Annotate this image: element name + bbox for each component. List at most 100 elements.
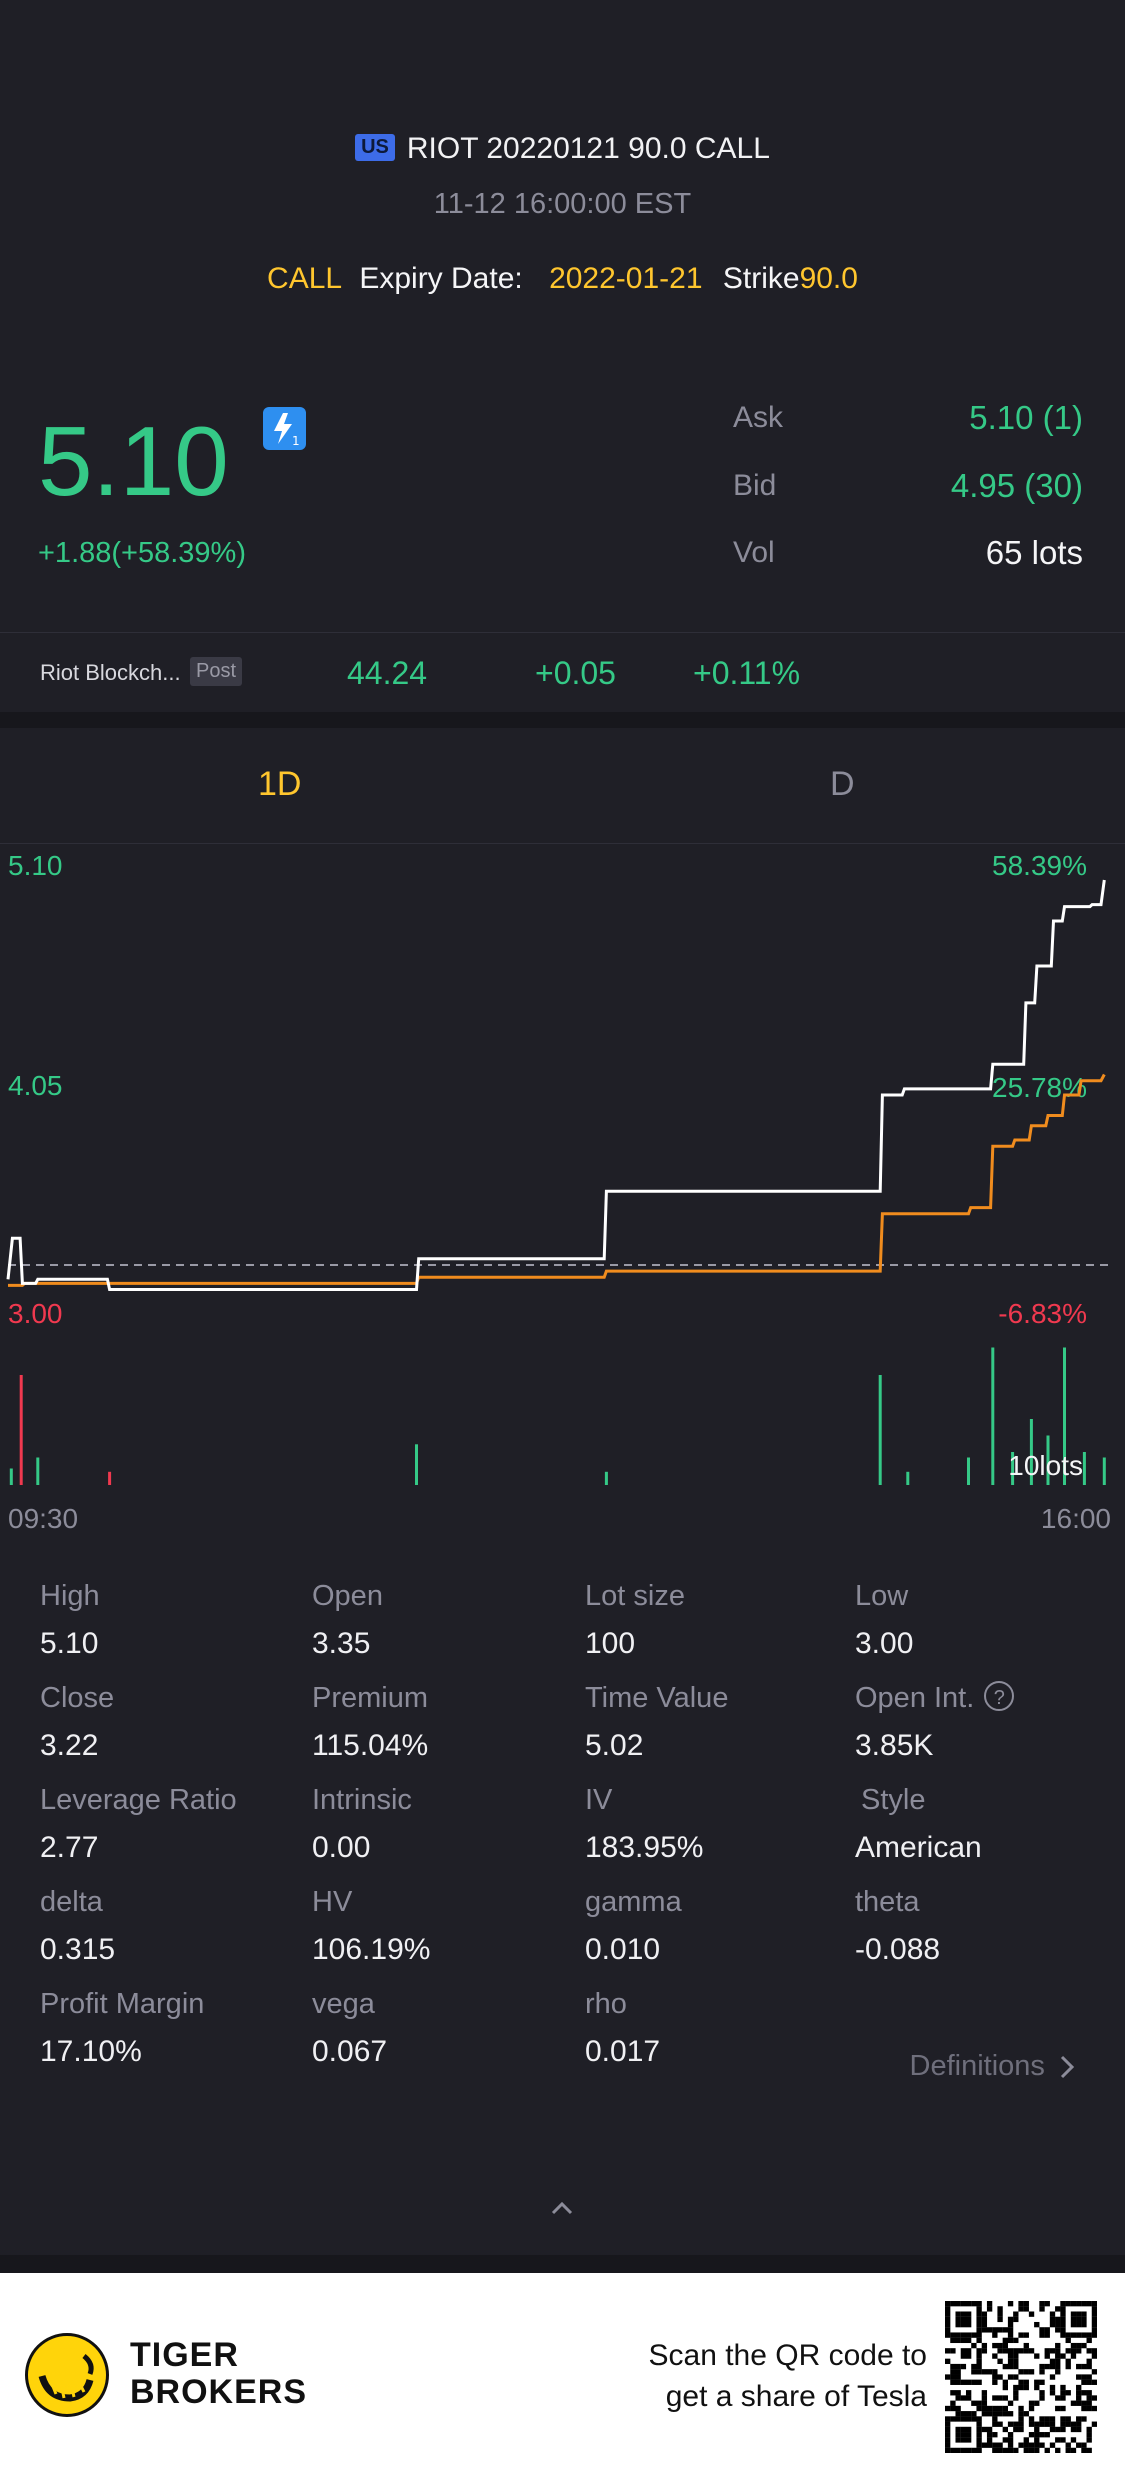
volume-bar bbox=[415, 1444, 418, 1485]
qr-module bbox=[1076, 2384, 1082, 2391]
stat-label-text: gamma bbox=[585, 1886, 682, 1918]
stat-value-iv: 183.95% bbox=[585, 1831, 704, 1864]
qr-module bbox=[981, 2369, 988, 2375]
qr-module bbox=[986, 2426, 993, 2433]
stat-value-style: American bbox=[855, 1831, 982, 1864]
help-icon[interactable]: ? bbox=[984, 1681, 1015, 1712]
stat-value-time-value: 5.02 bbox=[585, 1729, 644, 1762]
qr-module bbox=[1013, 2395, 1019, 2401]
qr-module bbox=[1081, 2301, 1087, 2307]
qr-module bbox=[1076, 2332, 1082, 2338]
qr-module bbox=[1086, 2426, 1092, 2433]
qr-module bbox=[1023, 2342, 1029, 2349]
qr-module bbox=[1076, 2316, 1082, 2323]
qr-code bbox=[945, 2301, 1097, 2453]
qr-module bbox=[1013, 2363, 1019, 2370]
qr-module bbox=[955, 2411, 961, 2417]
price-chart[interactable] bbox=[0, 0, 1125, 1560]
qr-module bbox=[1044, 2432, 1050, 2438]
stat-label-text: IV bbox=[585, 1784, 613, 1816]
chevron-up-icon[interactable] bbox=[551, 2197, 573, 2219]
qr-module bbox=[1018, 2442, 1024, 2448]
qr-module bbox=[1060, 2437, 1066, 2443]
qr-module bbox=[981, 2411, 988, 2417]
stat-label-text: Premium bbox=[312, 1682, 429, 1714]
y-tick-mid: 4.05 bbox=[8, 1070, 63, 1101]
contract-info-row: CALL Expiry Date: 2022-01-21 Strike90.0 bbox=[0, 262, 1125, 296]
tab-d[interactable]: D bbox=[830, 765, 855, 803]
qr-module bbox=[981, 2311, 988, 2317]
qr-module bbox=[992, 2353, 998, 2359]
qr-module bbox=[1049, 2363, 1056, 2370]
stat-label-text: theta bbox=[855, 1886, 920, 1918]
qr-module bbox=[1081, 2405, 1087, 2412]
qr-module bbox=[1091, 2327, 1097, 2333]
volume-bar bbox=[878, 1375, 882, 1485]
qr-module bbox=[1044, 2327, 1050, 2333]
qr-module bbox=[1002, 2395, 1009, 2401]
lightning-icon[interactable]: 1 bbox=[263, 407, 306, 450]
qr-module bbox=[1060, 2321, 1066, 2328]
qr-module bbox=[976, 2421, 982, 2427]
qr-module bbox=[997, 2348, 1003, 2354]
qr-module bbox=[1034, 2447, 1040, 2453]
qr-module bbox=[976, 2369, 982, 2375]
qr-module bbox=[945, 2316, 951, 2323]
qr-module bbox=[955, 2447, 961, 2453]
qr-module bbox=[981, 2348, 988, 2354]
underlying-name[interactable]: Riot Blockch... bbox=[40, 660, 181, 685]
qr-module bbox=[955, 2363, 961, 2370]
qr-module bbox=[1018, 2384, 1024, 2391]
stat-value-high: 5.10 bbox=[40, 1627, 99, 1660]
qr-module bbox=[1013, 2316, 1019, 2323]
stat-label-open: Open bbox=[312, 1580, 383, 1613]
qr-module bbox=[1049, 2348, 1056, 2354]
svg-text:1: 1 bbox=[292, 434, 300, 448]
qr-module bbox=[976, 2348, 982, 2354]
definitions-link[interactable]: Definitions bbox=[910, 2050, 1075, 2083]
qr-module bbox=[1086, 2332, 1092, 2338]
qr-module bbox=[960, 2363, 967, 2370]
qr-module bbox=[981, 2316, 988, 2323]
stat-label-vega: vega bbox=[312, 1988, 375, 2021]
qr-module bbox=[986, 2327, 993, 2333]
qr-module bbox=[1039, 2327, 1045, 2333]
qr-module bbox=[1007, 2432, 1014, 2438]
qr-module bbox=[1065, 2416, 1071, 2422]
tab-1d[interactable]: 1D bbox=[258, 765, 302, 803]
stat-label-profit-margin: Profit Margin bbox=[40, 1988, 204, 2021]
stat-label-text: delta bbox=[40, 1886, 103, 1918]
qr-module bbox=[945, 2332, 951, 2338]
qr-module bbox=[1091, 2395, 1097, 2401]
stat-value-leverage-ratio: 2.77 bbox=[40, 1831, 99, 1864]
stat-value-open-int: 3.85K bbox=[855, 1729, 934, 1762]
qr-module bbox=[1070, 2311, 1077, 2317]
qr-module bbox=[986, 2437, 993, 2443]
qr-module bbox=[1091, 2421, 1097, 2427]
qr-module bbox=[1086, 2390, 1092, 2396]
volume-bar bbox=[1102, 1457, 1106, 1485]
qr-module bbox=[1039, 2332, 1045, 2338]
qr-module bbox=[1086, 2379, 1092, 2385]
qr-module bbox=[1002, 2405, 1009, 2412]
qr-module bbox=[960, 2411, 967, 2417]
qr-module bbox=[971, 2369, 977, 2375]
qr-module bbox=[1013, 2374, 1019, 2380]
qr-module bbox=[1076, 2442, 1082, 2448]
stat-value-lot-size: 100 bbox=[585, 1627, 636, 1660]
qr-module bbox=[1086, 2374, 1092, 2380]
divider bbox=[0, 632, 1125, 633]
qr-module bbox=[960, 2379, 967, 2385]
qr-module bbox=[1018, 2306, 1024, 2312]
qr-module bbox=[986, 2411, 993, 2417]
stat-label-text: Open Int. bbox=[855, 1682, 975, 1714]
qr-module bbox=[1076, 2400, 1082, 2406]
stat-label-close: Close bbox=[40, 1682, 114, 1715]
qr-module bbox=[950, 2416, 956, 2422]
qr-module bbox=[1002, 2327, 1009, 2333]
qr-module bbox=[971, 2301, 977, 2307]
qr-module bbox=[1013, 2447, 1019, 2453]
qr-module bbox=[1002, 2348, 1009, 2354]
qr-module bbox=[986, 2369, 993, 2375]
option-type: CALL bbox=[267, 262, 341, 295]
